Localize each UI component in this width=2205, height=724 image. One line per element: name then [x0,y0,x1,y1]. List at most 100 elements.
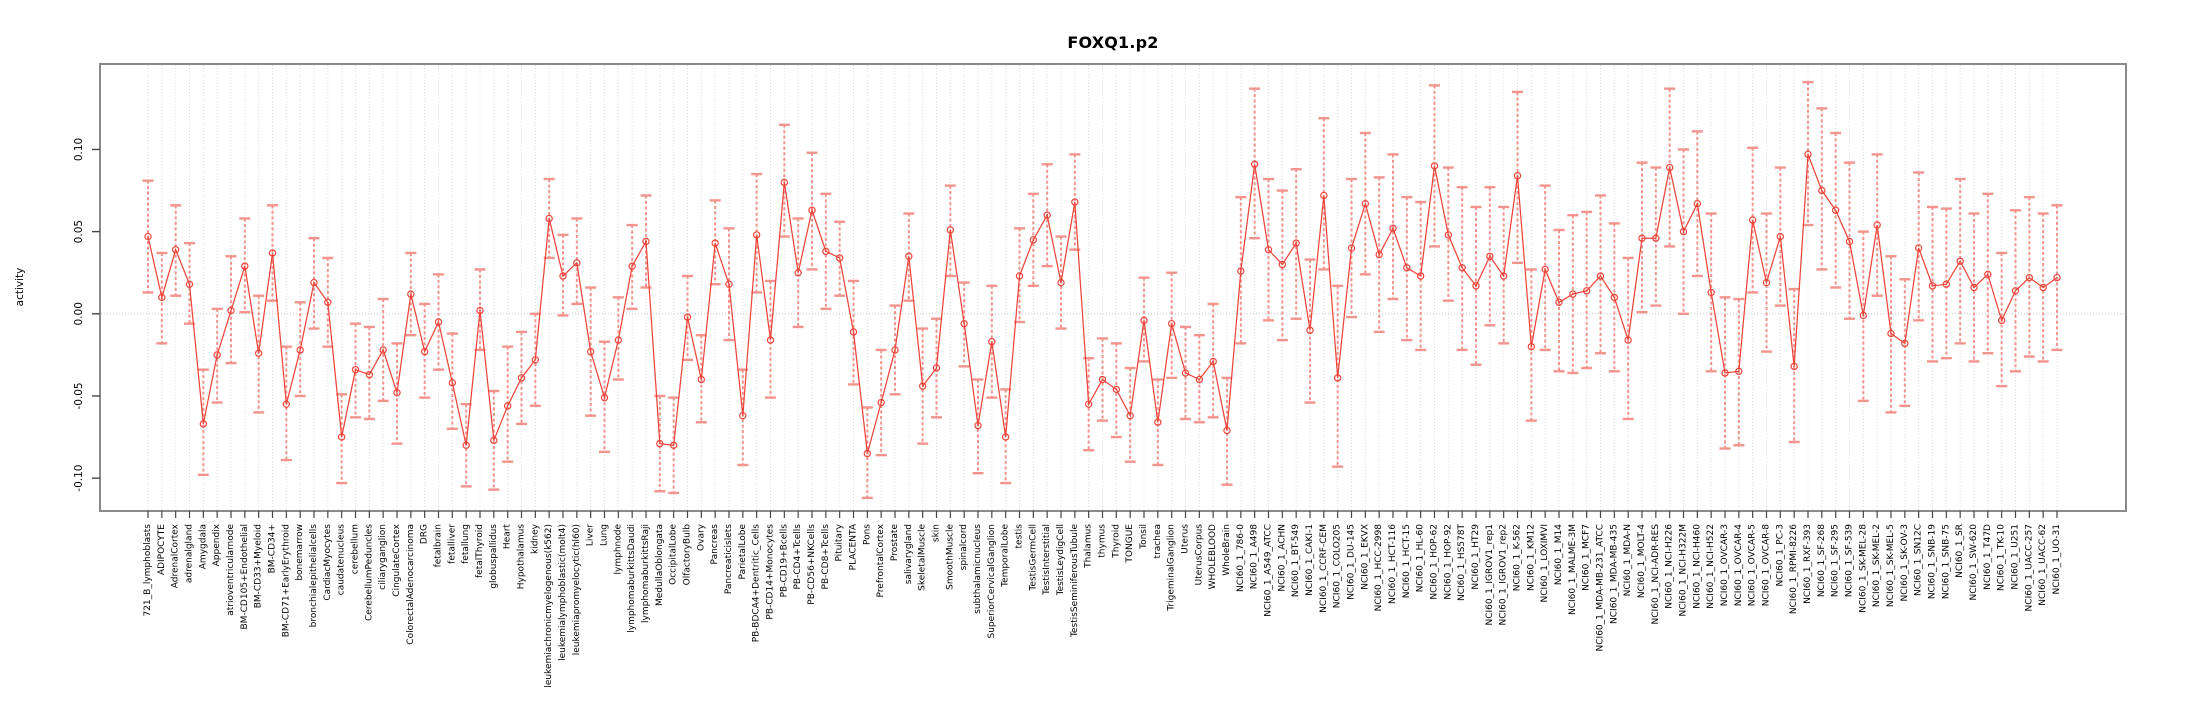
x-tick-label: NCI60_1_ACHN [1277,524,1287,592]
data-point [213,351,221,359]
data-point [1873,221,1881,229]
x-tick-label: Hypothalamus [517,524,527,590]
data-point [1942,280,1951,288]
data-point [1278,260,1287,269]
y-tick-label: 0.10 [73,138,85,161]
x-tick-label: Pons [862,524,872,545]
data-point [296,346,304,354]
data-point [905,252,913,260]
x-tick-label: NCI60_1_KM12 [1526,524,1536,591]
data-point [1195,375,1204,384]
data-point [1582,287,1591,295]
x-tick-label: NCI60_1_NCI-H460 [1692,524,1702,609]
data-point [1223,426,1231,435]
x-tick-label: PrefrontalCortex [876,523,886,597]
y-tick-label: 0.00 [73,302,85,325]
data-point [1956,257,1964,265]
x-tick-label: skin [932,524,942,542]
x-tick-label: lymphomaburkittsDaudi [627,524,637,633]
x-tick-label: NCI60_1_IGROV1_rep1 [1485,524,1495,626]
x-tick-label: NCI60_1_SK-MEL-28 [1858,524,1868,613]
data-point [877,398,885,407]
x-tick-label: leukemiachronicmyelogenous(k562) [544,524,554,688]
data-point [379,346,387,354]
data-point [1735,367,1743,376]
x-tick-label: BM-CD71+EarlyErythroid [281,524,291,637]
x-tick-label: BM-CD105+Endothelial [240,524,250,630]
data-point [462,441,470,449]
x-tick-label: NCI60_1_CAKI-1 [1305,524,1315,596]
x-tick-label: NCI60_1_SK-MEL-5 [1886,524,1896,607]
data-point [1472,282,1480,290]
x-tick-label: ADIPOCYTE [157,524,167,575]
data-point [2053,273,2061,282]
x-tick-label: NCI60_1_A549_ATCC [1264,524,1274,617]
x-tick-label: NCI60_1_A498 [1250,524,1260,589]
x-tick-label: MedullaOblongata [655,524,665,606]
data-point [1043,211,1051,219]
x-tick-label: Pancreas [710,524,720,565]
x-tick-label: NCI60_1_OVCAR-5 [1748,524,1758,606]
x-tick-label: NCI60_1_SF-295 [1831,524,1841,597]
data-point [1029,236,1038,244]
x-tick-label: NCI60_1_HL-60 [1416,524,1426,592]
data-point [2039,283,2047,292]
data-point [476,306,484,315]
y-tick-label: 0.05 [73,220,85,243]
data-point [365,370,374,379]
x-tick-label: lymphomaburkittsRaji [641,524,651,623]
data-point [974,421,982,430]
x-tick-label: trachea [1153,524,1163,558]
x-tick-label: Uterus [1181,524,1191,554]
data-point [310,278,318,287]
data-point [1264,246,1273,254]
x-tick-label: Tonsil [1139,524,1149,550]
x-tick-label: TemporalLobe [1001,524,1011,588]
x-tick-label: NCI60_1_HCT-116 [1388,524,1398,604]
data-point [1001,433,1010,441]
x-tick-label: TestisLeydigCell [1056,524,1066,596]
data-point [1831,206,1840,214]
data-point [1901,339,1909,348]
data-point [1486,252,1494,260]
x-tick-label: CingulateCortex [392,523,402,596]
data-point [199,420,208,428]
x-tick-label: Liver [586,524,596,546]
x-tick-label: NCI60_1_UO-31 [2052,524,2062,594]
x-tick-label: caudatenucleus [337,524,347,596]
y-axis-ticks [92,148,100,479]
data-point [808,206,816,214]
x-tick-label: subthalamicnucleus [973,524,983,614]
x-tick-label: NCI60_1_HS578T [1457,524,1467,602]
x-tick-label: ColorectalAdenocarcinoma [406,524,416,645]
data-point [1997,316,2006,325]
data-point [780,178,789,187]
x-tick-label: NCI60_1_SK-MEL-2 [1872,524,1882,607]
data-point [531,356,540,364]
x-tick-label: Appendix [212,523,222,566]
data-point [185,280,194,288]
data-point [656,439,664,448]
x-tick-label: bronchialepithelialcells [309,524,319,628]
x-tick-label: NCI60_1_SN12C [1914,524,1924,596]
data-point [918,382,927,390]
x-tick-label: NCI60_1_UACC-257 [2024,524,2034,611]
x-tick-label: NCI60_1_T47D [1983,524,1993,590]
x-tick-label: NCI60_1_UACC-62 [2038,524,2048,606]
x-tick-label: lymphnode [613,524,623,575]
x-tick-label: fetalThyroid [475,524,485,578]
x-tick-label: fetallung [461,524,471,564]
data-point [1292,239,1300,247]
x-tick-label: Amygdala [198,524,208,569]
data-point [324,298,332,306]
data-point [1444,231,1453,239]
data-point [227,306,235,315]
data-point [1057,278,1065,287]
x-tick-label: NCI60_1_BT-549 [1291,524,1301,597]
data-point [932,364,941,372]
data-point [1361,199,1370,208]
x-tick-label: NCI60_1_K-562 [1513,524,1523,591]
x-tick-label: NCI60_1_MOLT-4 [1637,524,1647,598]
x-tick-label: Thalamus [1084,524,1094,569]
data-point [711,239,719,247]
